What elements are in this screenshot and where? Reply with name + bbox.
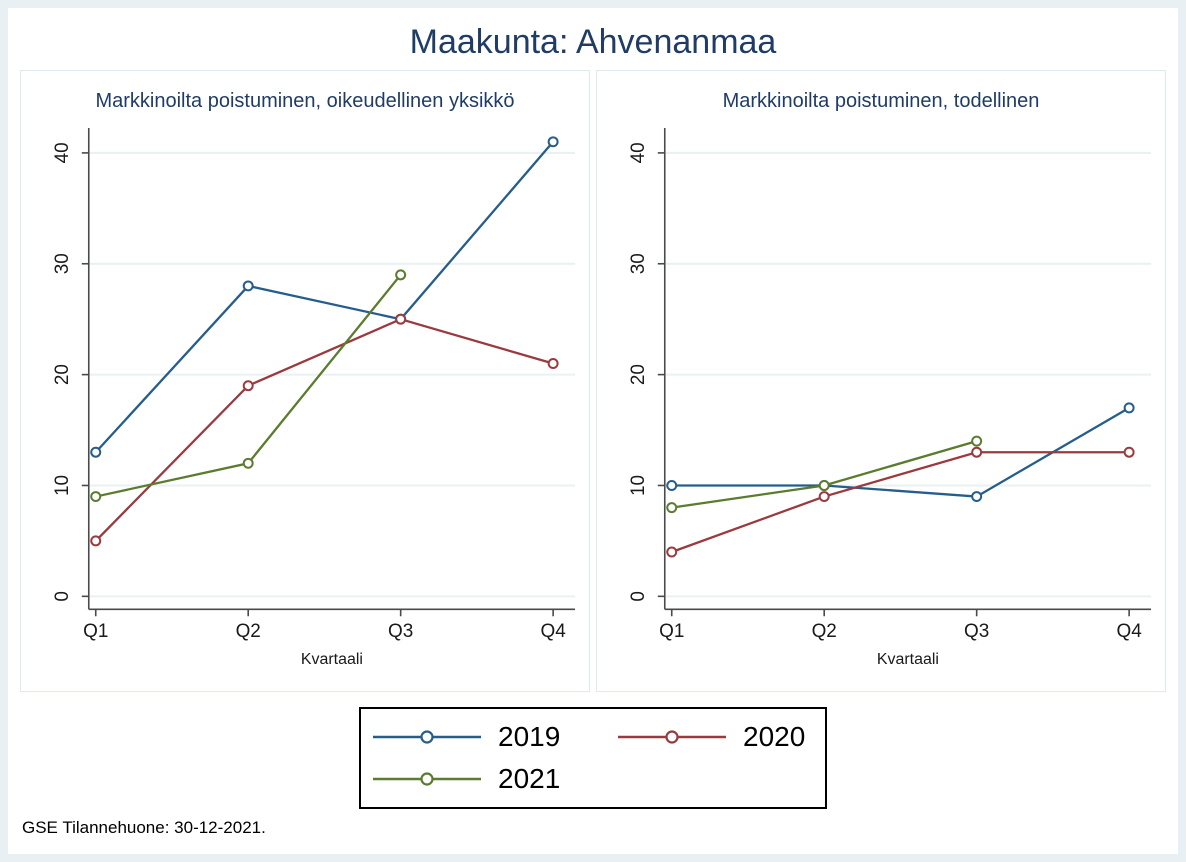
svg-text:30: 30	[628, 253, 649, 274]
svg-text:Q2: Q2	[236, 621, 261, 642]
legend-entry-2019: 2019	[371, 718, 616, 756]
line-chart-actual: 0 10 20 30 40 Q1 Q2 Q3 Q4 Kvartaali	[628, 127, 1152, 668]
panels-row: Markkinoilta poistuminen, oikeudellinen …	[8, 70, 1178, 692]
svg-text:Q4: Q4	[1117, 621, 1142, 642]
svg-text:Q3: Q3	[964, 621, 989, 642]
legend-sample-2019-icon	[373, 730, 481, 744]
legend: 2019 2020 2021	[359, 707, 827, 809]
legend-sample-2020-icon	[618, 730, 726, 744]
caption: GSE Tilannehuone: 30-12-2021.	[22, 818, 266, 837]
svg-text:10: 10	[52, 475, 73, 496]
legend-label-2019: 2019	[498, 721, 561, 752]
svg-text:0: 0	[52, 591, 73, 602]
legend-sample-2021-icon	[373, 772, 481, 786]
legend-entry-2020: 2020	[616, 718, 815, 756]
legend-label-2021: 2021	[498, 763, 561, 794]
svg-text:Kvartaali: Kvartaali	[301, 651, 363, 668]
legend-entry-2021: 2021	[371, 760, 616, 798]
svg-text:30: 30	[52, 253, 73, 274]
svg-text:Q1: Q1	[659, 621, 684, 642]
svg-text:Kvartaali: Kvartaali	[877, 651, 939, 668]
svg-text:Q1: Q1	[83, 621, 108, 642]
svg-text:40: 40	[628, 142, 649, 163]
svg-text:40: 40	[52, 142, 73, 163]
svg-text:20: 20	[628, 364, 649, 385]
panel-actual-title: Markkinoilta poistuminen, todellinen	[722, 90, 1040, 112]
svg-text:10: 10	[628, 475, 649, 496]
legend-wrap: 2019 2020 2021	[8, 707, 1178, 809]
figure-title: Maakunta: Ahvenanmaa	[409, 23, 777, 61]
svg-text:0: 0	[628, 591, 649, 602]
legend-label-2020: 2020	[743, 721, 806, 752]
svg-text:Q3: Q3	[388, 621, 413, 642]
line-chart-legal-unit: 0 10 20 30 40 Q1 Q2 Q3 Q4 Kvartaali	[52, 127, 576, 668]
svg-text:Q4: Q4	[541, 621, 566, 642]
svg-text:20: 20	[52, 364, 73, 385]
panel-actual: Markkinoilta poistuminen, todellinen 0 10…	[596, 70, 1166, 692]
svg-text:Q2: Q2	[812, 621, 837, 642]
panel-legal-unit-title: Markkinoilta poistuminen, oikeudellinen …	[95, 90, 515, 112]
panel-legal-unit: Markkinoilta poistuminen, oikeudellinen …	[20, 70, 590, 692]
